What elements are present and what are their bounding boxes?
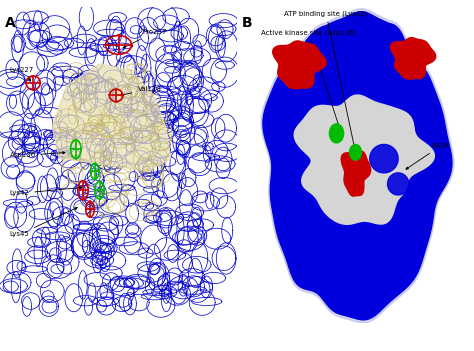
Polygon shape [370, 145, 398, 173]
Text: ATP binding site (Lys42): ATP binding site (Lys42) [284, 10, 368, 149]
Polygon shape [341, 148, 371, 196]
Polygon shape [52, 64, 171, 171]
Polygon shape [263, 12, 452, 320]
Text: R45K: R45K [406, 143, 449, 169]
Polygon shape [261, 9, 454, 323]
Text: Val113: Val113 [120, 86, 162, 96]
Polygon shape [391, 38, 436, 79]
Text: Pro237: Pro237 [123, 29, 166, 48]
Text: Lys227: Lys227 [9, 67, 34, 81]
Text: Asp136: Asp136 [9, 152, 65, 159]
Text: Lys42: Lys42 [9, 186, 82, 197]
Text: B: B [242, 16, 252, 31]
Polygon shape [273, 41, 326, 89]
Polygon shape [388, 173, 409, 195]
Text: A: A [5, 16, 16, 31]
Circle shape [349, 144, 361, 160]
Text: Active kinase site (Asp136): Active kinase site (Asp136) [261, 29, 356, 130]
Polygon shape [265, 15, 450, 317]
Circle shape [329, 124, 344, 143]
Text: Lys45: Lys45 [9, 207, 77, 238]
Polygon shape [294, 95, 434, 224]
